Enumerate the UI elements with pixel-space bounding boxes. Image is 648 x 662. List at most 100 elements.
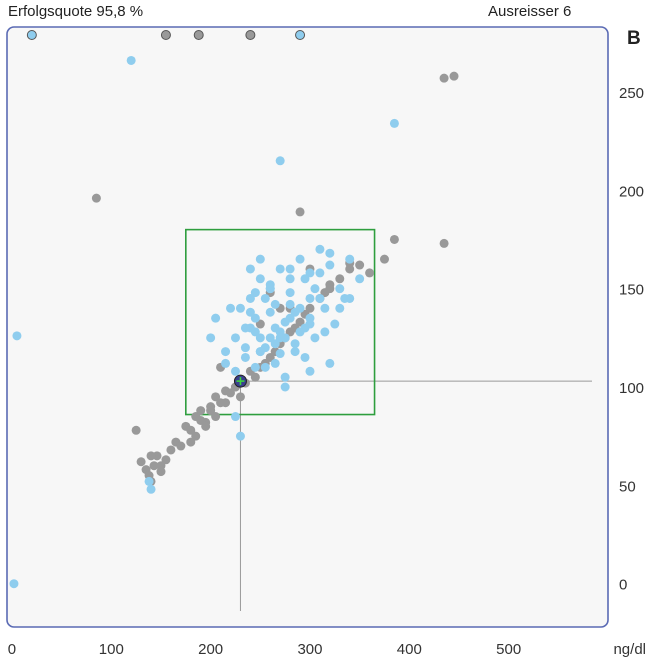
data-point-blue — [235, 303, 245, 313]
data-point-gray — [439, 73, 449, 83]
data-point-gray — [221, 398, 231, 408]
data-point-blue — [345, 293, 355, 303]
data-point-blue — [221, 347, 231, 357]
data-point-blue — [290, 307, 300, 317]
data-point-blue — [270, 323, 280, 333]
outlier-point — [193, 30, 204, 40]
data-point-gray — [201, 421, 211, 431]
data-point-gray — [211, 412, 221, 422]
data-point-blue — [275, 333, 285, 343]
data-point-blue — [345, 254, 355, 264]
data-point-gray — [226, 388, 236, 398]
y-tick-label: 200 — [619, 183, 644, 200]
data-point-blue — [211, 313, 221, 323]
data-point-gray — [365, 268, 375, 278]
data-point-blue — [389, 118, 399, 128]
data-point-blue — [290, 347, 300, 357]
data-point-blue — [144, 476, 154, 486]
data-point-blue — [245, 307, 255, 317]
data-point-blue — [300, 274, 310, 284]
data-point-blue — [325, 358, 335, 368]
outlier-point — [295, 30, 306, 40]
y-tick-label: 150 — [619, 282, 644, 299]
data-point-blue — [285, 299, 295, 309]
data-point-blue — [270, 339, 280, 349]
data-point-blue — [305, 366, 315, 376]
data-point-blue — [315, 293, 325, 303]
data-point-gray — [335, 274, 345, 284]
data-point-gray — [379, 254, 389, 264]
data-point-blue — [295, 327, 305, 337]
data-point-gray — [439, 238, 449, 248]
data-point-gray — [449, 71, 459, 81]
data-point-gray — [355, 260, 365, 270]
data-point-blue — [325, 260, 335, 270]
x-tick-label: 400 — [397, 641, 422, 658]
data-point-blue — [260, 362, 270, 372]
data-point-blue — [230, 333, 240, 343]
data-point-blue — [275, 349, 285, 359]
data-point-blue — [255, 254, 265, 264]
data-point-blue — [310, 284, 320, 294]
data-point-blue — [235, 431, 245, 441]
data-point-blue — [250, 288, 260, 298]
data-point-blue — [280, 317, 290, 327]
data-point-blue — [320, 303, 330, 313]
data-point-gray — [265, 352, 275, 362]
data-point-blue — [310, 333, 320, 343]
data-point-blue — [230, 412, 240, 422]
data-point-blue — [245, 264, 255, 274]
x-tick-label: 200 — [198, 641, 223, 658]
y-tick-label: 100 — [619, 380, 644, 397]
data-point-blue — [126, 55, 136, 65]
x-tick-label: 500 — [496, 641, 521, 658]
data-point-gray — [149, 461, 159, 471]
data-point-gray — [250, 372, 260, 382]
data-point-gray — [146, 451, 156, 461]
data-point-blue — [255, 333, 265, 343]
data-point-blue — [206, 333, 216, 343]
data-point-blue — [250, 313, 260, 323]
y-tick-label: 50 — [619, 478, 636, 495]
data-point-gray — [235, 392, 245, 402]
data-point-blue — [250, 327, 260, 337]
data-point-blue — [230, 366, 240, 376]
data-point-blue — [305, 293, 315, 303]
data-point-blue — [305, 268, 315, 278]
data-point-gray — [176, 441, 186, 451]
data-point-gray — [211, 392, 221, 402]
outlier-point — [26, 30, 37, 40]
data-point-blue — [285, 288, 295, 298]
data-point-blue — [335, 284, 345, 294]
data-point-blue — [226, 303, 236, 313]
data-point-blue — [240, 343, 250, 353]
outlier-point — [245, 30, 256, 40]
data-point-blue — [290, 339, 300, 349]
data-point-gray — [196, 415, 206, 425]
data-point-blue — [240, 323, 250, 333]
data-point-blue — [355, 274, 365, 284]
data-point-gray — [161, 455, 171, 465]
data-point-blue — [265, 284, 275, 294]
data-point-blue — [265, 307, 275, 317]
data-point-blue — [221, 358, 231, 368]
data-point-blue — [275, 156, 285, 166]
data-point-blue — [270, 299, 280, 309]
data-point-gray — [325, 284, 335, 294]
data-point-blue — [12, 331, 22, 341]
data-point-blue — [320, 327, 330, 337]
data-point-gray — [389, 234, 399, 244]
data-point-blue — [330, 319, 340, 329]
data-point-gray — [295, 317, 305, 327]
data-point-gray — [295, 207, 305, 217]
data-point-gray — [166, 445, 176, 455]
data-point-gray — [206, 406, 216, 416]
data-point-blue — [260, 293, 270, 303]
data-point-blue — [146, 484, 156, 494]
data-point-blue — [305, 313, 315, 323]
data-point-gray — [186, 425, 196, 435]
x-tick-label: 0 — [8, 641, 16, 658]
data-point-blue — [270, 358, 280, 368]
data-point-blue — [250, 362, 260, 372]
data-point-gray — [131, 425, 141, 435]
